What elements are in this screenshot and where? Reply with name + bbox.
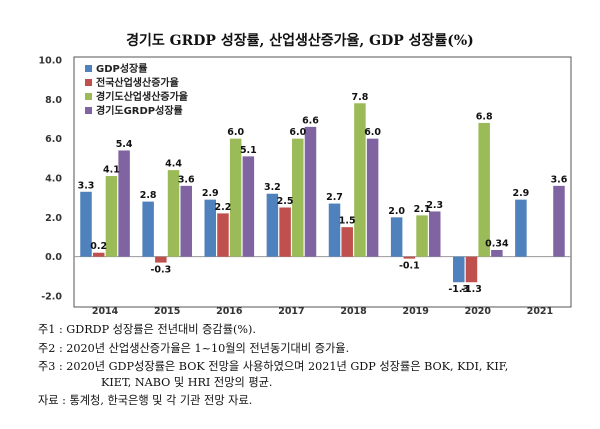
bar xyxy=(266,193,279,257)
bar xyxy=(403,256,416,259)
bar xyxy=(390,217,403,257)
note-2: 주2 : 2020년 산업생산증가율은 1~10월의 전년동기대비 증가율. xyxy=(38,342,350,355)
data-label: 2.3 xyxy=(426,200,443,211)
x-tick-label: 2018 xyxy=(340,306,367,317)
x-tick-label: 2016 xyxy=(216,306,243,317)
bar xyxy=(292,138,304,257)
data-label: -1.3 xyxy=(448,284,469,295)
bar xyxy=(155,256,167,263)
data-label: 2.9 xyxy=(202,188,219,199)
bar xyxy=(453,256,465,283)
bar xyxy=(354,103,366,257)
data-label: -0.1 xyxy=(399,261,420,272)
y-tick-label: 0.0 xyxy=(45,252,62,263)
bar xyxy=(341,227,353,257)
data-label: 4.4 xyxy=(165,159,182,170)
data-label: 6.0 xyxy=(289,127,306,138)
note-3-continued: KIET, NABO 및 HRI 전망의 평균. xyxy=(101,376,273,389)
data-label: 3.2 xyxy=(264,182,281,193)
bar xyxy=(478,122,490,257)
data-label: 3.3 xyxy=(78,180,95,191)
x-tick-label: 2017 xyxy=(278,306,304,317)
note-1: 주1 : GDRDP 성장률은 전년대비 증감률(%). xyxy=(38,323,256,336)
data-labels: 3.3 0.2 4.1 5.4 2.8 -0.3 4.4 3.6 2.9 2.2 6.0 5.1 3.2… xyxy=(78,92,568,295)
data-label: 5.1 xyxy=(240,145,257,156)
bar xyxy=(167,170,180,257)
bar xyxy=(304,126,317,257)
y-tick-label: 6.0 xyxy=(45,134,62,145)
data-label: 0.34 xyxy=(485,238,509,249)
bar xyxy=(279,207,291,257)
legend-label: 전국산업생산증가율 xyxy=(96,76,179,89)
legend-swatch xyxy=(85,79,92,86)
data-label: 6.0 xyxy=(227,127,244,138)
bar xyxy=(242,156,255,257)
x-tick-label: 2021 xyxy=(527,306,553,317)
y-tick-label: 10.0 xyxy=(39,56,63,67)
x-tick-label: 2020 xyxy=(465,306,492,317)
bar xyxy=(553,185,565,257)
legend-swatch xyxy=(85,107,92,114)
data-label: 4.1 xyxy=(103,165,120,176)
data-label: 2.2 xyxy=(215,202,232,213)
bar xyxy=(229,138,242,257)
legend-label: 경기도산업생산증가율 xyxy=(96,90,188,103)
y-tick-label: -2.0 xyxy=(41,292,62,303)
plot-frame xyxy=(73,56,572,308)
bar xyxy=(105,176,118,257)
bar xyxy=(217,213,229,257)
y-tick-label: 2.0 xyxy=(45,213,62,224)
data-label: 6.0 xyxy=(364,127,381,138)
data-label: 3.6 xyxy=(178,174,195,185)
data-label: 7.8 xyxy=(351,92,368,103)
data-label: 2.0 xyxy=(388,206,405,217)
chart-title: 경기도 GRDP 성장률, 산업생산증가율, GDP 성장률(%) xyxy=(126,33,474,49)
bar xyxy=(328,203,341,257)
bar xyxy=(465,256,478,283)
bar xyxy=(416,215,428,257)
x-axis: 2014 2015 2016 2017 2018 2019 2020 2021 xyxy=(92,306,553,317)
bar xyxy=(204,199,217,257)
data-label: 2.7 xyxy=(326,192,343,203)
bar xyxy=(366,138,379,257)
y-tick-label: 4.0 xyxy=(45,174,62,185)
data-label: 3.6 xyxy=(551,174,568,185)
x-tick-label: 2015 xyxy=(154,306,180,317)
data-label: 1.5 xyxy=(339,216,356,227)
x-tick-label: 2014 xyxy=(92,306,119,317)
data-label: 2.5 xyxy=(277,196,294,207)
data-label: 2.1 xyxy=(414,204,431,215)
bars xyxy=(80,103,565,283)
bar xyxy=(428,211,441,257)
note-3: 주3 : 2020년 GDP성장률은 BOK 전망을 사용하였으며 2021년 … xyxy=(38,360,509,373)
legend-swatch xyxy=(85,93,92,100)
bar xyxy=(92,252,105,257)
data-label: 5.4 xyxy=(116,139,133,150)
data-label: 2.9 xyxy=(512,188,529,199)
data-label: 6.6 xyxy=(302,115,319,126)
data-label: 6.8 xyxy=(476,111,493,122)
data-label: -1.3 xyxy=(461,284,482,295)
bar xyxy=(118,150,130,257)
data-label: -0.3 xyxy=(150,265,171,276)
bar xyxy=(180,185,192,257)
note-source: 자료 : 통계청, 한국은행 및 각 기관 전망 자료. xyxy=(38,394,253,407)
bar xyxy=(142,201,154,257)
bar xyxy=(491,249,503,257)
legend-label: 경기도GRDP성장률 xyxy=(96,104,183,117)
bar xyxy=(515,199,527,257)
y-tick-label: 8.0 xyxy=(45,95,62,106)
x-tick-label: 2019 xyxy=(402,306,428,317)
legend-swatch xyxy=(85,65,92,72)
data-label: 2.8 xyxy=(140,190,157,201)
legend-label: GDP성장률 xyxy=(96,62,147,75)
data-label: 0.2 xyxy=(90,241,107,252)
bar xyxy=(80,191,92,257)
